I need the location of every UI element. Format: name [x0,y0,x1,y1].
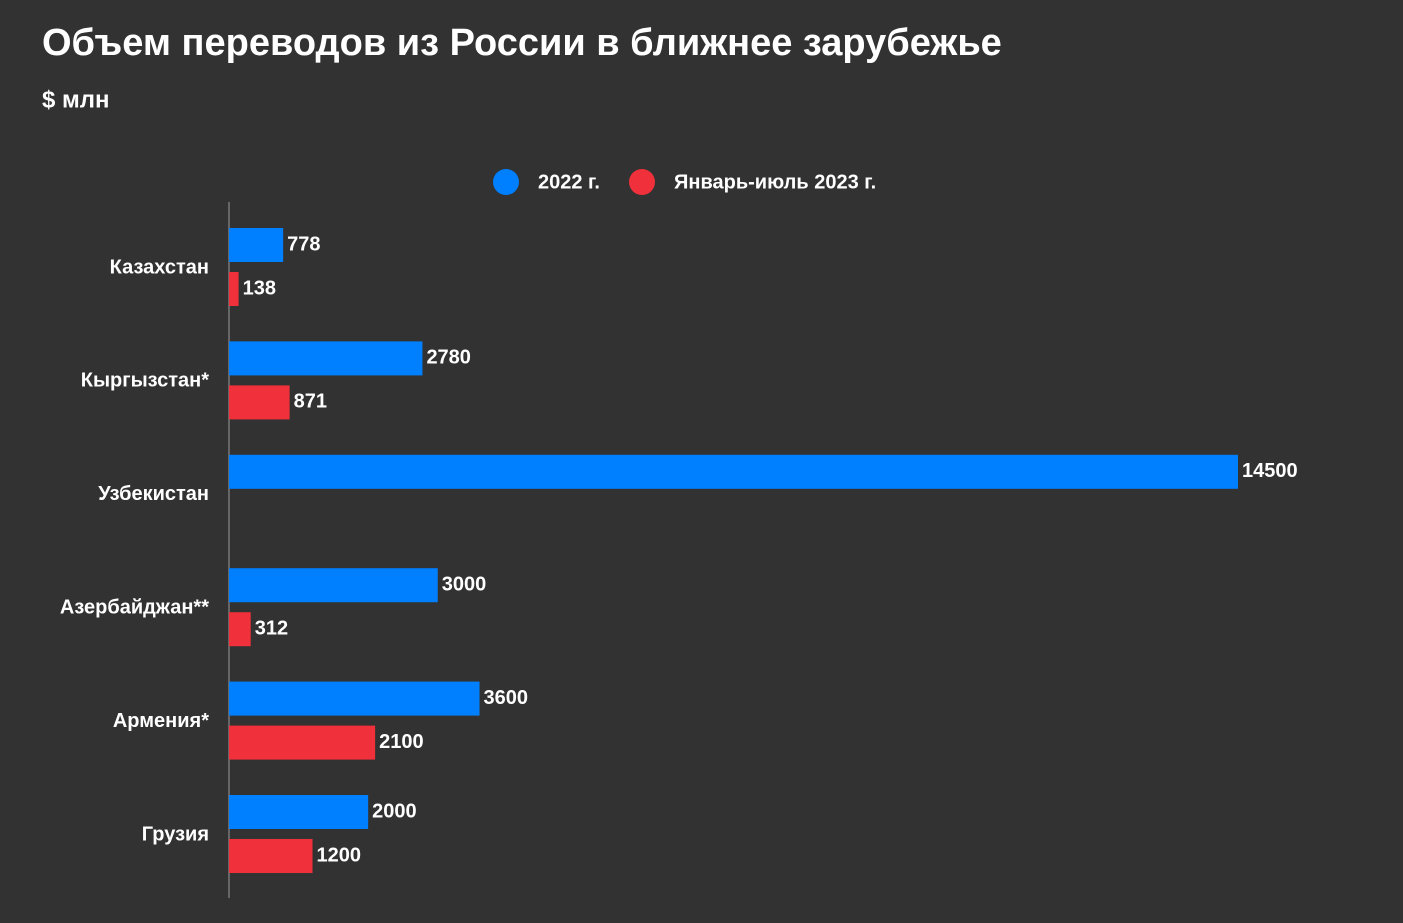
bar [229,341,423,376]
bar [229,272,239,306]
value-label: 778 [287,233,320,255]
chart-title: Объем переводов из России в ближнее зару… [42,22,1002,64]
value-label: 2780 [426,347,471,369]
bar [229,568,438,603]
value-label: 2100 [379,731,424,753]
bar [229,725,376,760]
bar [229,385,290,420]
bar [229,612,251,647]
bar [229,228,284,262]
legend-label: Январь-июль 2023 г. [674,171,876,193]
y-tick-label: Узбекистан [98,483,209,505]
value-label: 871 [294,391,327,413]
value-label: 3000 [442,573,487,595]
bar [229,795,369,829]
value-label: 312 [255,617,288,639]
chart-subtitle: $ млн [42,86,110,113]
y-tick-label: Казахстан [110,256,209,278]
value-label: 14500 [1242,460,1298,482]
y-tick-label: Армения* [113,710,209,732]
y-tick-label: Азербайджан** [60,596,209,618]
y-tick-label: Грузия [142,823,209,845]
legend-swatch [629,169,655,195]
legend-label: 2022 г. [538,171,600,193]
y-tick-label: Кыргызстан* [81,370,209,392]
value-label: 1200 [317,844,362,866]
value-label: 3600 [484,687,529,709]
bar [229,454,1238,489]
value-label: 138 [243,277,276,299]
bar [229,681,480,716]
bar [229,839,313,873]
value-label: 2000 [372,800,417,822]
legend-swatch [493,169,519,195]
